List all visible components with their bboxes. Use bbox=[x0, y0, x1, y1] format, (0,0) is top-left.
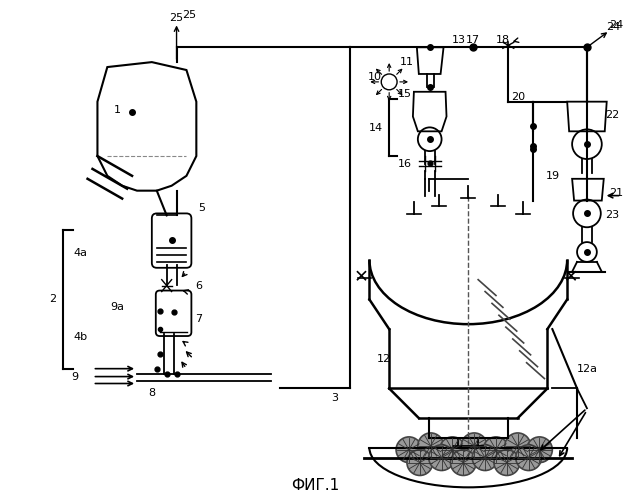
Text: 23: 23 bbox=[605, 210, 620, 220]
Circle shape bbox=[461, 433, 487, 458]
Text: 25: 25 bbox=[169, 12, 183, 22]
Circle shape bbox=[396, 437, 422, 462]
Circle shape bbox=[440, 437, 466, 462]
Text: 2: 2 bbox=[49, 294, 57, 304]
Text: 6: 6 bbox=[195, 280, 202, 290]
Text: 14: 14 bbox=[369, 124, 384, 134]
Circle shape bbox=[516, 445, 541, 470]
Text: 24: 24 bbox=[609, 20, 624, 30]
FancyBboxPatch shape bbox=[156, 290, 192, 336]
Circle shape bbox=[418, 433, 444, 458]
Text: 7: 7 bbox=[195, 314, 202, 324]
Circle shape bbox=[494, 450, 520, 475]
Text: ФИГ.1: ФИГ.1 bbox=[291, 478, 339, 493]
Text: 1: 1 bbox=[114, 104, 121, 115]
Text: 12: 12 bbox=[377, 354, 391, 364]
Circle shape bbox=[505, 433, 530, 458]
Circle shape bbox=[472, 445, 498, 470]
Text: 4a: 4a bbox=[74, 248, 88, 258]
Text: 13: 13 bbox=[451, 36, 466, 46]
Text: 8: 8 bbox=[148, 388, 156, 398]
Text: 10: 10 bbox=[367, 72, 381, 82]
Text: 11: 11 bbox=[400, 57, 414, 67]
Circle shape bbox=[450, 450, 476, 475]
Text: 4b: 4b bbox=[74, 332, 88, 342]
Text: 9: 9 bbox=[71, 372, 78, 382]
Text: 12a: 12a bbox=[576, 364, 597, 374]
Text: 9a: 9a bbox=[110, 302, 124, 312]
Text: 21: 21 bbox=[610, 188, 624, 198]
Text: 16: 16 bbox=[398, 159, 412, 169]
Text: 20: 20 bbox=[511, 92, 525, 102]
Text: 25: 25 bbox=[182, 10, 197, 20]
Text: 3: 3 bbox=[331, 394, 338, 404]
Text: 18: 18 bbox=[496, 36, 510, 46]
Circle shape bbox=[429, 445, 454, 470]
Circle shape bbox=[483, 437, 509, 462]
FancyBboxPatch shape bbox=[152, 214, 192, 268]
Text: 19: 19 bbox=[546, 171, 560, 181]
Text: 17: 17 bbox=[466, 36, 480, 46]
Text: 24: 24 bbox=[607, 22, 621, 32]
Text: 22: 22 bbox=[605, 110, 620, 120]
Circle shape bbox=[527, 437, 553, 462]
Text: 15: 15 bbox=[398, 89, 412, 99]
Text: 5: 5 bbox=[198, 204, 205, 214]
Circle shape bbox=[407, 450, 433, 475]
